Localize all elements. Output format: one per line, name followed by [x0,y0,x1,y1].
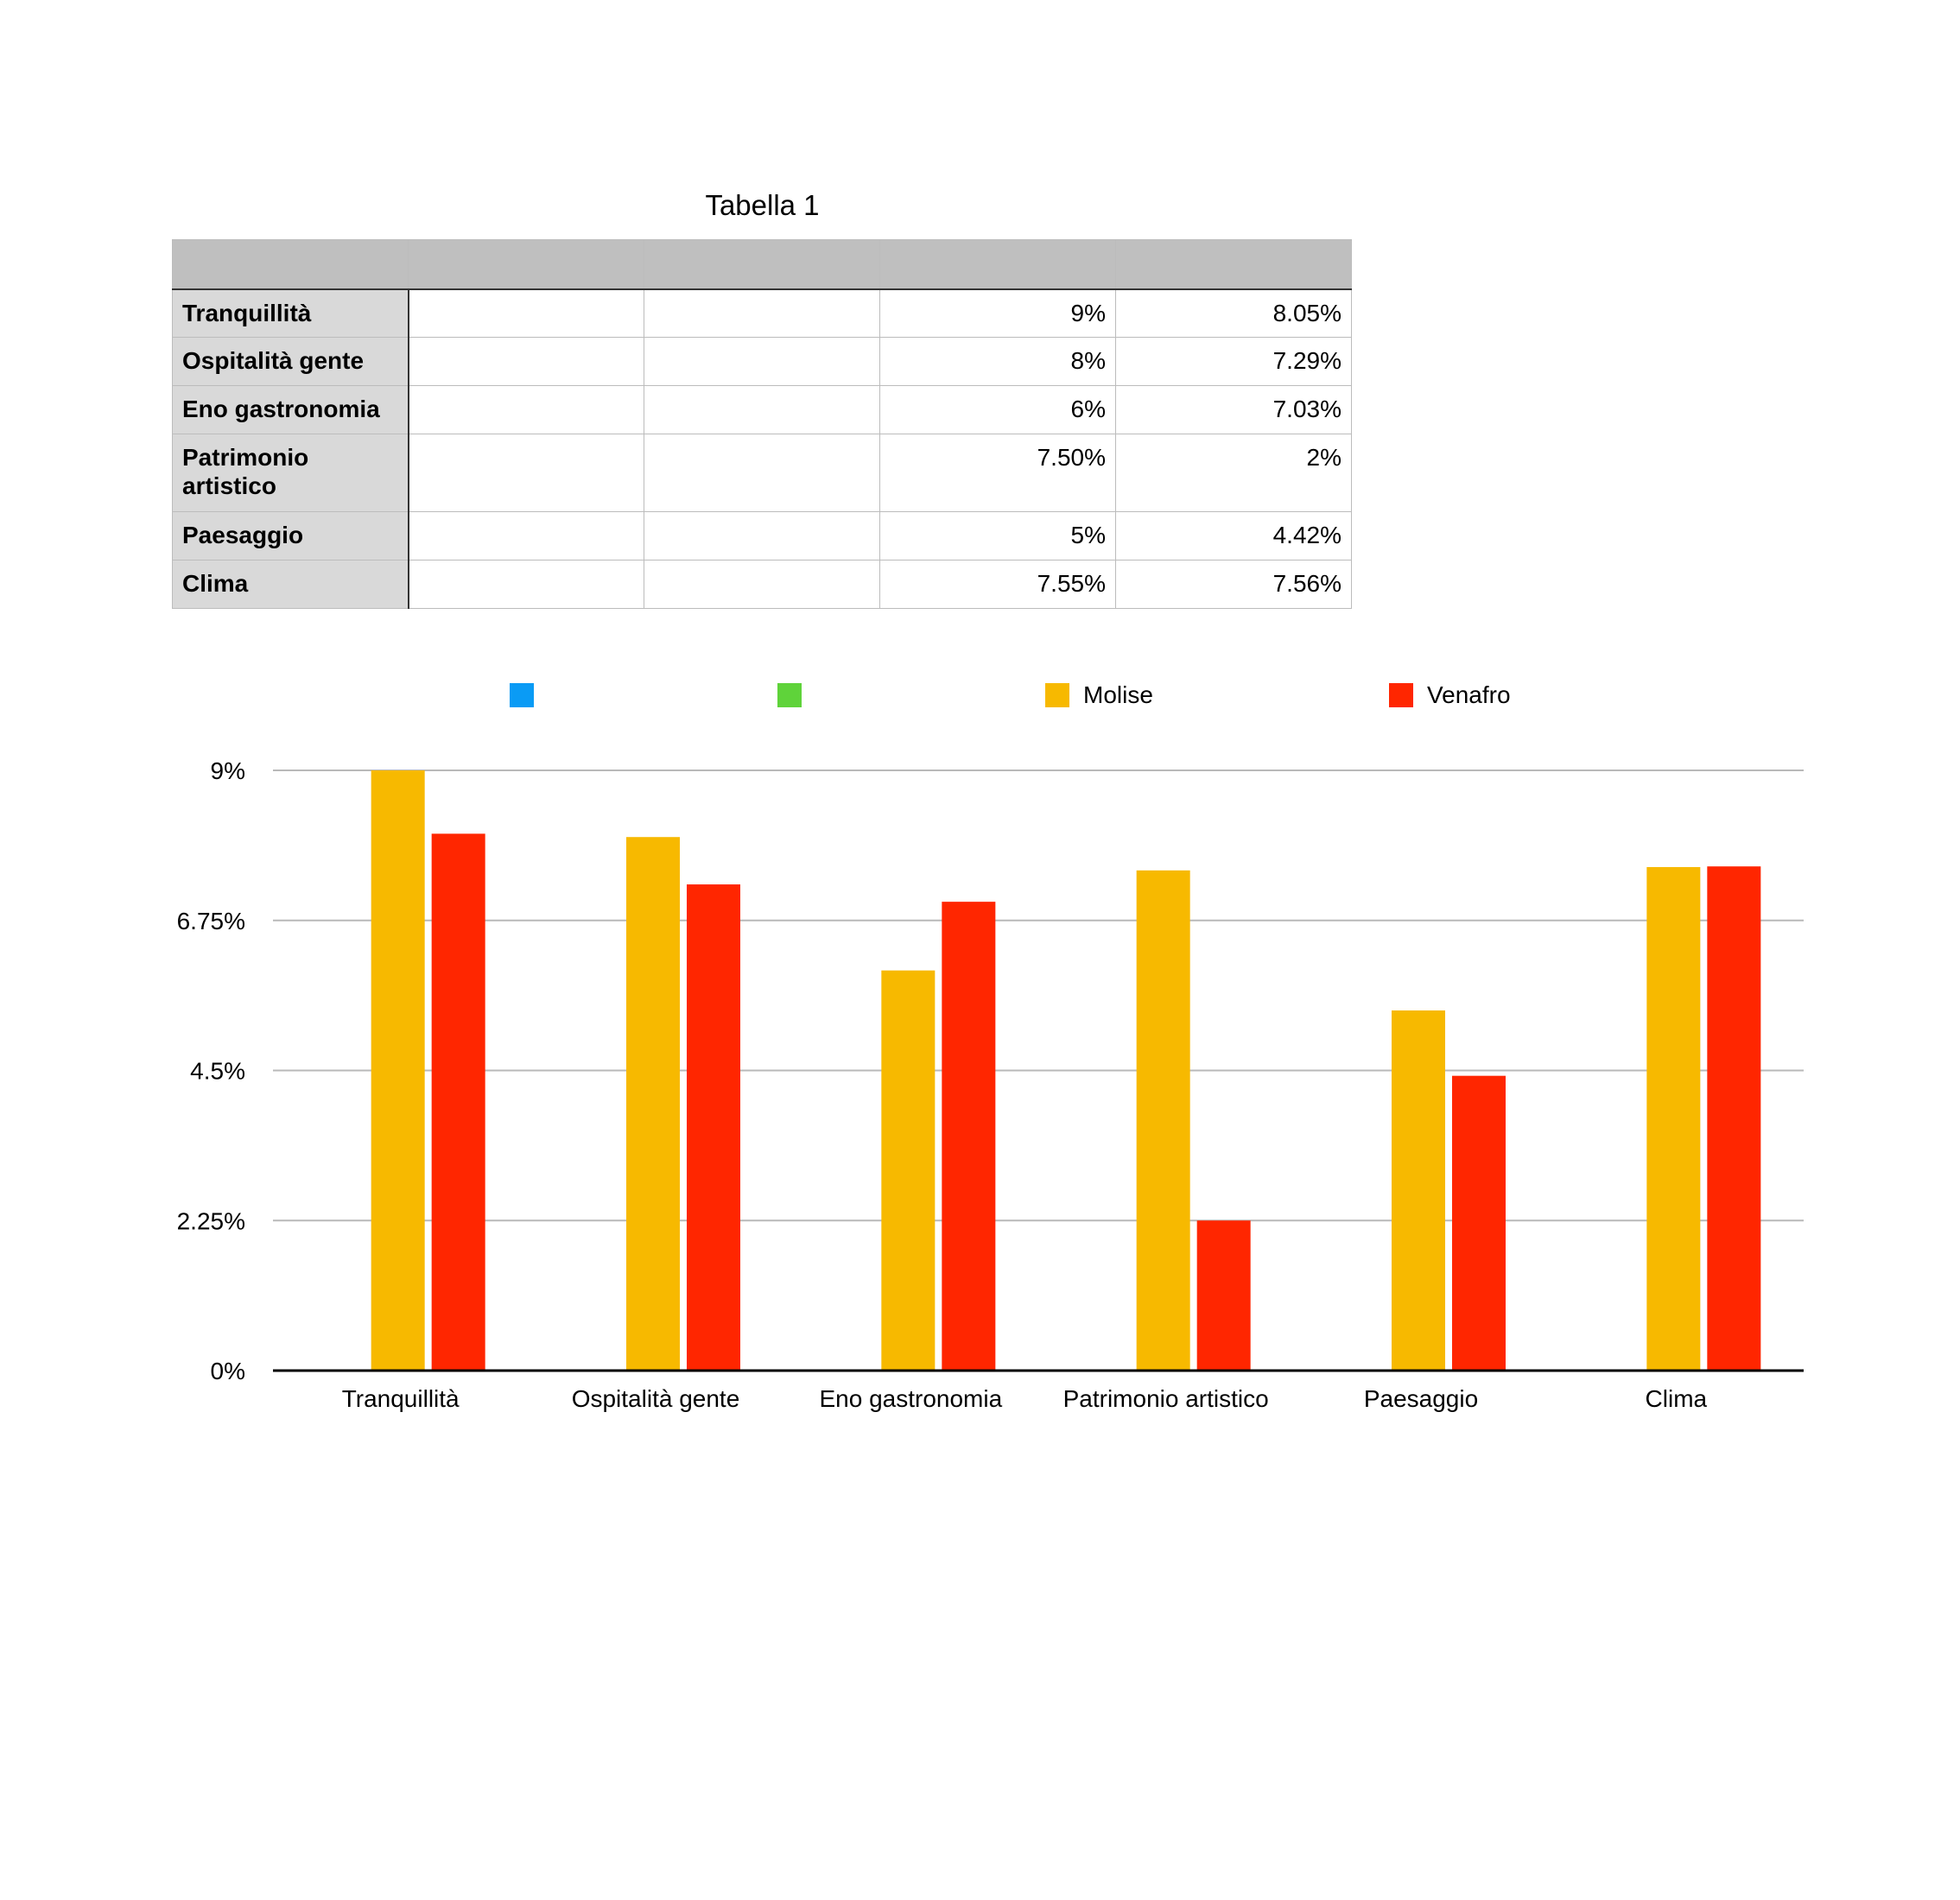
bar [942,902,996,1371]
legend-item [777,674,815,717]
x-tick-label: Eno gastronomia [819,1385,1002,1412]
table-header-row [172,239,1352,290]
header-cell [879,239,1116,290]
bar [1136,870,1190,1371]
table-cell: 7.50% [879,434,1116,512]
table-cell [408,511,644,560]
legend-swatch [1389,683,1413,707]
bar [1707,866,1761,1371]
x-tick-label: Paesaggio [1364,1385,1478,1412]
row-label: Eno gastronomia [172,385,409,434]
y-tick-label: 0% [211,1358,245,1384]
x-tick-label: Ospitalità gente [572,1385,740,1412]
bar [371,770,425,1371]
table-row: Ospitalità gente 8% 7.29% [172,337,1352,386]
row-label: Paesaggio [172,511,409,560]
table-cell [408,385,644,434]
table-cell: 5% [879,511,1116,560]
bar [1452,1075,1506,1371]
bar [626,837,680,1371]
table-cell [408,434,644,512]
header-cell [408,239,644,290]
table-row: Tranquillità 9% 8.05% [172,288,1352,338]
y-tick-label: 4.5% [190,1058,245,1085]
chart-legend: Molise Venafro [0,674,1960,717]
table-row: Paesaggio 5% 4.42% [172,511,1352,560]
legend-swatch [777,683,802,707]
table-row: Eno gastronomia 6% 7.03% [172,385,1352,434]
bar [1646,866,1701,1371]
header-cell [172,239,409,290]
x-tick-label: Tranquillità [342,1385,460,1412]
table-cell: 8% [879,337,1116,386]
row-label: Tranquillità [172,288,409,338]
legend-swatch [1045,683,1069,707]
legend-item [510,674,548,717]
x-tick-label: Clima [1646,1385,1708,1412]
bar [431,833,485,1371]
bar-chart: 0% 2.25% 4.5% 6.75% 9% Tranquillità Ospitalità… [177,757,1804,1412]
x-tick-label: Patrimonio artistico [1063,1385,1269,1412]
table-title: Tabella 1 [705,189,820,221]
header-cell [644,239,880,290]
bar [687,884,740,1371]
legend-item: Venafro [1389,674,1511,717]
table-cell [644,511,880,560]
table-cell: 7.56% [1115,560,1352,609]
legend-label: Molise [1083,681,1153,708]
table-cell: 8.05% [1115,288,1352,338]
table-cell [408,288,644,338]
bar [1196,1220,1251,1371]
table-cell [408,337,644,386]
y-tick-label: 9% [211,757,245,784]
table-cell [644,385,880,434]
table-cell: 6% [879,385,1116,434]
legend-swatch [510,683,534,707]
y-tick-label: 2.25% [177,1207,245,1234]
header-cell [1115,239,1352,290]
table-cell: 7.55% [879,560,1116,609]
data-table: Tranquillità 9% 8.05% Ospitalità gente 8… [172,239,1352,609]
row-label: Ospitalità gente [172,337,409,386]
bar [1392,1010,1445,1371]
table-cell [644,288,880,338]
table-cell [644,560,880,609]
legend-item: Molise [1045,674,1153,717]
row-label: Clima [172,560,409,609]
legend-label: Venafro [1427,681,1511,708]
table-cell [408,560,644,609]
y-tick-label: 6.75% [177,908,245,934]
table-row: Patrimonio artistico 7.50% 2% [172,434,1352,512]
bar [881,970,936,1371]
table-cell [644,337,880,386]
table-cell: 9% [879,288,1116,338]
table-cell: 7.29% [1115,337,1352,386]
table-cell: 2% [1115,434,1352,512]
table-cell [644,434,880,512]
row-label: Patrimonio artistico [172,434,409,512]
table-row: Clima 7.55% 7.56% [172,560,1352,609]
table-cell: 7.03% [1115,385,1352,434]
table-cell: 4.42% [1115,511,1352,560]
